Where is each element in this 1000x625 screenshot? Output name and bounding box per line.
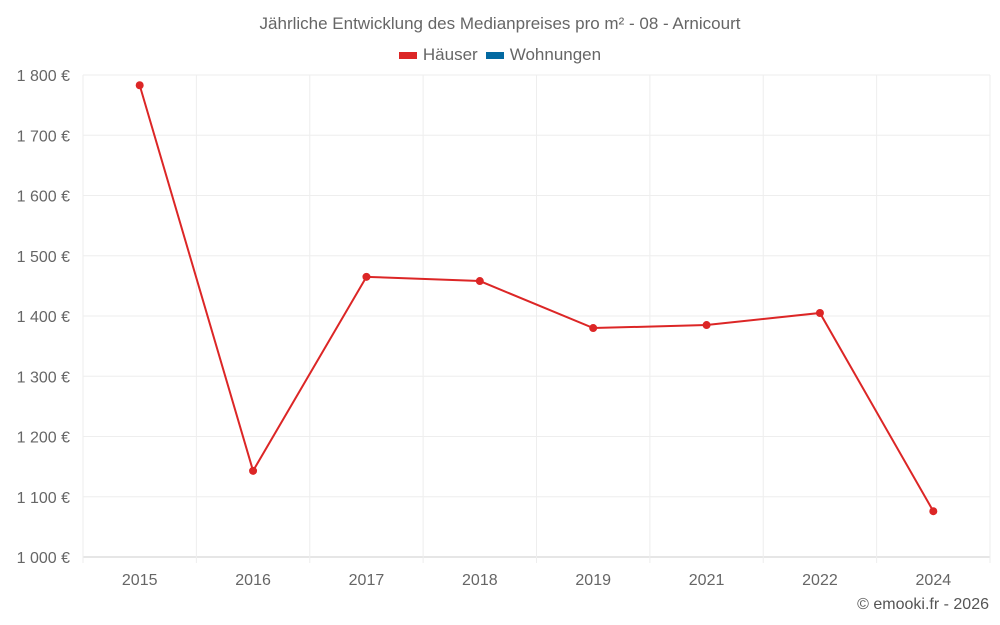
legend-swatch [398, 51, 417, 59]
y-tick-label: 1 700 € [17, 128, 70, 145]
y-tick-label: 1 600 € [17, 189, 70, 206]
y-tick-label: 1 000 € [17, 550, 70, 567]
x-tick-label: 2017 [349, 572, 385, 589]
legend-label: Wohnungen [509, 45, 602, 64]
data-point [815, 308, 824, 317]
data-point [589, 324, 598, 333]
y-tick-label: 1 300 € [17, 369, 70, 386]
data-point [475, 277, 484, 286]
x-tick-label: 2019 [575, 572, 611, 589]
credit-text: © emooki.fr - 2026 [857, 596, 989, 613]
x-tick-label: 2018 [462, 572, 498, 589]
x-tick-label: 2024 [916, 572, 952, 589]
legend: Häuser Wohnungen [0, 45, 1000, 65]
y-tick-label: 1 500 € [17, 249, 70, 266]
legend-item-wohnungen[interactable]: Wohnungen [485, 45, 602, 65]
data-point [362, 272, 371, 281]
x-tick-label: 2022 [802, 572, 838, 589]
data-point [929, 507, 938, 516]
y-tick-label: 1 800 € [17, 68, 70, 85]
data-point [249, 466, 258, 475]
data-point [135, 81, 144, 90]
series-line-Häuser [138, 84, 935, 512]
x-tick-label: 2015 [122, 572, 158, 589]
y-tick-label: 1 100 € [17, 490, 70, 507]
y-tick-label: 1 200 € [17, 430, 70, 447]
legend-label: Häuser [422, 45, 478, 64]
legend-swatch [485, 51, 504, 59]
legend-item-haeuser[interactable]: Häuser [398, 45, 478, 65]
x-tick-label: 2016 [235, 572, 271, 589]
y-tick-label: 1 400 € [17, 309, 70, 326]
x-tick-label: 2021 [689, 572, 725, 589]
chart-title: Jährliche Entwicklung des Medianpreises … [259, 14, 741, 33]
data-point [702, 321, 711, 330]
